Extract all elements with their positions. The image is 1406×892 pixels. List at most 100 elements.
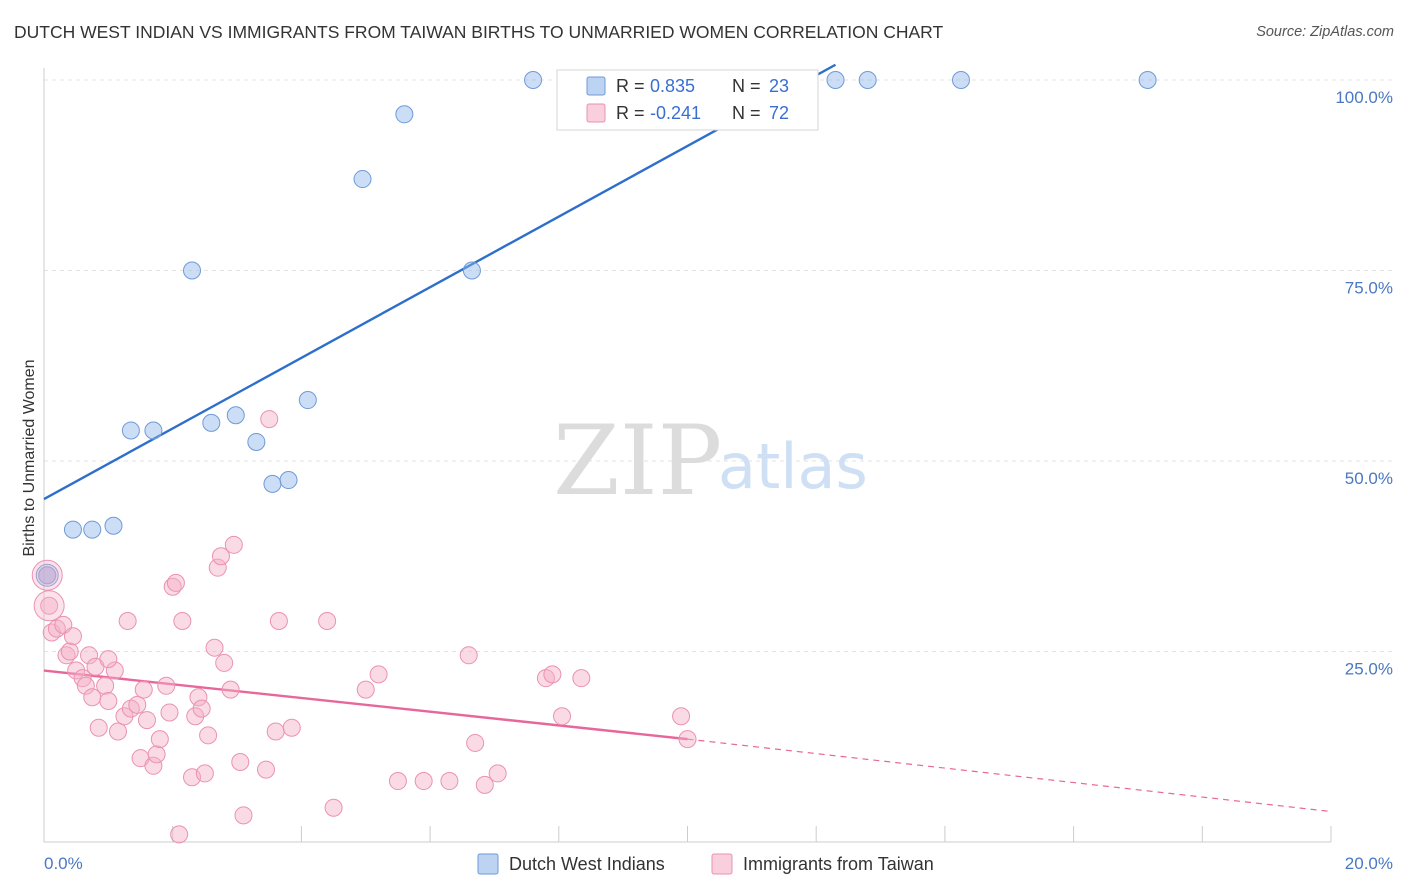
y-tick-label-50: 50.0%: [1345, 469, 1393, 488]
point-series1-67: [572, 669, 591, 688]
point-series1-43: [215, 653, 234, 672]
point-series0-6: [183, 261, 202, 280]
legend-n-value-0: 23: [769, 76, 789, 96]
point-series0-15: [462, 261, 481, 280]
point-series1-66: [553, 707, 572, 726]
point-series1-56: [369, 665, 388, 684]
point-series1-44: [221, 680, 240, 699]
point-series0-16: [524, 71, 543, 89]
point-series1-24: [134, 680, 153, 699]
y-tick-label-100: 100.0%: [1335, 88, 1393, 107]
point-series1-35: [186, 707, 205, 726]
point-series1-59: [440, 772, 459, 791]
point-series1-33: [173, 612, 192, 631]
bottom-legend-swatch-1: [711, 853, 733, 875]
point-series1-18: [109, 722, 128, 741]
point-series1-15: [96, 676, 115, 695]
legend-r-label-0: R =: [616, 76, 645, 96]
point-series0-0: [38, 566, 57, 585]
point-series1-68: [678, 730, 697, 749]
point-series1-62: [475, 775, 494, 794]
legend-r-label-1: R =: [616, 103, 645, 123]
point-series1-22: [128, 695, 147, 714]
tick-labels: 25.0% 50.0% 75.0% 100.0% 0.0% 20.0%: [44, 88, 1393, 873]
point-series1-63: [488, 764, 507, 783]
big-point-0: [35, 563, 59, 587]
point-series1-32: [166, 573, 185, 592]
point-series1-6: [60, 642, 79, 661]
point-series1-27: [147, 745, 166, 764]
bottom-legend-label-0: Dutch West Indians: [509, 854, 665, 874]
point-series1-45: [224, 535, 243, 554]
grid-lines: [44, 79, 1392, 652]
chart-title: DUTCH WEST INDIAN VS IMMIGRANTS FROM TAI…: [14, 22, 944, 42]
bottom-legend: Dutch West Indians Immigrants from Taiwan: [477, 853, 934, 875]
trend-line-extension-1: [687, 738, 1332, 813]
x-tick-label-20: 20.0%: [1345, 854, 1393, 873]
point-series0-13: [353, 170, 372, 189]
point-series0-7: [202, 413, 221, 432]
point-series1-69: [672, 707, 691, 726]
point-series1-70: [170, 825, 189, 844]
legend-swatch-1: [586, 103, 606, 123]
point-series0-10: [263, 474, 282, 493]
legend-swatch-0: [586, 76, 606, 96]
watermark: ZIP atlas: [553, 405, 868, 517]
point-series1-37: [192, 699, 211, 718]
point-series1-40: [205, 638, 224, 657]
point-series1-20: [118, 612, 137, 631]
point-series0-1: [63, 520, 82, 539]
point-series1-39: [199, 726, 218, 745]
point-series1-26: [144, 756, 163, 775]
point-series1-48: [257, 760, 276, 779]
point-series1-71: [99, 650, 118, 669]
point-series1-55: [356, 680, 375, 699]
big-point-2: [33, 590, 65, 622]
point-series0-11: [279, 471, 298, 490]
point-series1-38: [195, 764, 214, 783]
bottom-legend-label-1: Immigrants from Taiwan: [743, 854, 934, 874]
point-series1-65: [543, 665, 562, 684]
point-series1-51: [269, 612, 288, 631]
point-series1-61: [466, 733, 485, 752]
point-series1-28: [150, 730, 169, 749]
trend-lines: [43, 63, 1332, 813]
point-series1-57: [388, 772, 407, 791]
point-series0-20: [858, 71, 877, 89]
point-series1-47: [234, 806, 253, 825]
point-series1-53: [318, 612, 337, 631]
point-series0-12: [298, 391, 317, 410]
legend-n-label-0: N =: [732, 76, 761, 96]
point-series1-52: [282, 718, 301, 737]
data-points: [31, 71, 1157, 844]
legend-n-label-1: N =: [732, 103, 761, 123]
point-series1-25: [137, 711, 156, 730]
point-series0-19: [826, 71, 845, 89]
y-tick-label-25: 25.0%: [1345, 660, 1393, 679]
point-series1-42: [211, 547, 230, 566]
point-series1-14: [89, 718, 108, 737]
point-series1-30: [160, 703, 179, 722]
point-series0-8: [226, 406, 245, 425]
legend-r-value-0: 0.835: [650, 76, 695, 96]
point-series1-41: [208, 558, 227, 577]
point-series1-54: [324, 798, 343, 817]
point-series0-22: [1138, 71, 1157, 89]
point-series1-36: [189, 688, 208, 707]
legend-box: R = 0.835 N = 23 R = -0.241 N = 72: [556, 69, 819, 131]
trend-line-0: [43, 63, 837, 501]
source-credit: Source: ZipAtlas.com: [1256, 24, 1394, 40]
watermark-zip: ZIP: [553, 405, 722, 517]
point-series1-50: [266, 722, 285, 741]
point-series1-60: [459, 646, 478, 665]
point-series0-14: [395, 105, 414, 124]
point-series1-46: [231, 752, 250, 771]
y-tick-label-75: 75.0%: [1345, 279, 1393, 298]
point-series1-58: [414, 772, 433, 791]
legend-n-value-1: 72: [769, 103, 789, 123]
point-series1-16: [99, 692, 118, 711]
point-series1-17: [105, 661, 124, 680]
point-series1-19: [115, 707, 134, 726]
point-series1-49: [260, 410, 279, 429]
